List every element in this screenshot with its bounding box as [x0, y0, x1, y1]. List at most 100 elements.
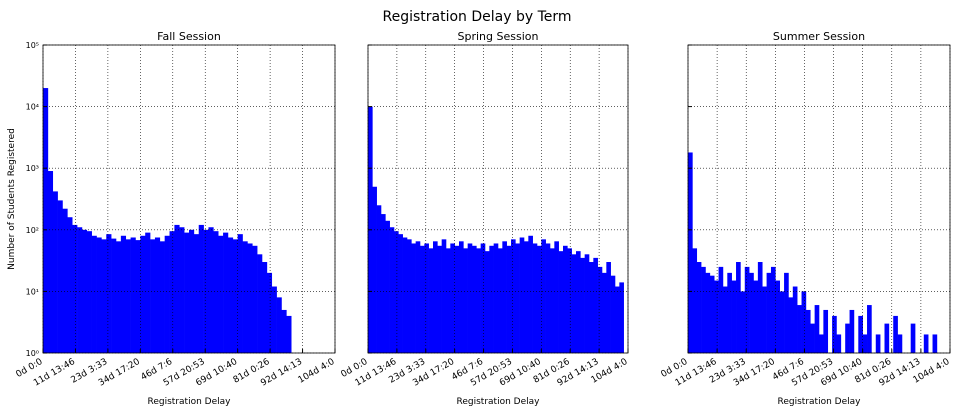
bar	[164, 235, 170, 353]
bar	[276, 297, 282, 353]
bar	[867, 305, 872, 353]
bar	[792, 286, 798, 353]
bar	[775, 280, 780, 353]
bar	[511, 239, 516, 353]
bar	[476, 248, 481, 353]
bar	[567, 248, 572, 353]
bar	[619, 282, 624, 353]
bar	[788, 297, 794, 353]
bar	[184, 232, 190, 353]
bar	[506, 245, 512, 353]
bar	[120, 235, 127, 353]
bar	[376, 205, 382, 353]
bar	[801, 291, 807, 353]
x-axis-label: Registration Delay	[778, 397, 862, 407]
bar	[174, 224, 180, 353]
bar	[718, 266, 724, 353]
bar	[218, 235, 224, 353]
bar	[198, 224, 204, 353]
panel-title: Spring Session	[458, 30, 539, 43]
bar	[766, 272, 772, 353]
bar	[757, 262, 763, 353]
bar	[62, 208, 68, 353]
bar	[441, 239, 447, 353]
bar	[154, 237, 161, 353]
bar	[692, 248, 698, 353]
bar	[52, 191, 58, 353]
bar	[740, 291, 746, 353]
bar	[281, 309, 287, 353]
bar	[884, 323, 890, 353]
bar	[159, 241, 165, 353]
bar	[576, 251, 581, 353]
bar	[762, 286, 767, 353]
bar	[753, 280, 759, 353]
bar	[610, 275, 616, 353]
y-tick-label: 10²	[26, 226, 39, 235]
bar	[433, 241, 438, 353]
bar	[286, 315, 292, 353]
bar	[836, 334, 842, 353]
bar	[932, 334, 938, 353]
bar	[845, 323, 850, 353]
bar	[407, 239, 412, 353]
bar	[736, 262, 741, 353]
bar	[897, 334, 903, 353]
bar	[701, 266, 706, 353]
bar	[398, 234, 403, 353]
bar	[554, 241, 559, 353]
bar	[528, 235, 533, 353]
bar	[688, 152, 693, 353]
bar	[189, 229, 195, 353]
bar	[203, 229, 209, 353]
bar	[237, 234, 243, 353]
bar	[862, 334, 868, 353]
bar	[385, 220, 390, 353]
bar	[463, 248, 468, 353]
bar	[519, 237, 525, 353]
plot-frame	[687, 44, 951, 354]
bar	[125, 239, 131, 353]
y-tick-label: 10¹	[26, 287, 39, 296]
bar	[262, 262, 268, 353]
bar	[580, 257, 585, 353]
bar	[485, 251, 490, 353]
bar	[135, 240, 141, 353]
bar	[584, 254, 590, 353]
bar	[247, 243, 253, 353]
bar	[498, 248, 503, 353]
plot-frame	[42, 44, 336, 354]
bar	[467, 243, 473, 353]
bar	[615, 286, 620, 353]
bar	[593, 257, 598, 353]
bar	[271, 286, 277, 353]
bar	[101, 239, 107, 353]
bar	[91, 235, 97, 353]
bar	[86, 231, 92, 353]
bar	[589, 262, 594, 353]
bar	[372, 186, 377, 353]
bar	[411, 243, 416, 353]
panel-title: Summer Session	[773, 30, 865, 43]
bar	[57, 200, 63, 353]
bar	[213, 231, 219, 353]
bar	[459, 241, 464, 353]
bar	[524, 241, 529, 353]
bar	[502, 241, 507, 353]
bar	[849, 309, 855, 353]
y-axis-label: Number of Students Registered	[7, 128, 17, 270]
x-axis-label: Registration Delay	[148, 397, 232, 407]
bar	[731, 280, 737, 353]
bar	[597, 266, 603, 353]
bar	[437, 245, 442, 353]
bar	[489, 245, 494, 353]
bar	[810, 323, 815, 353]
bar	[402, 237, 408, 353]
bar	[67, 217, 73, 353]
bar	[242, 241, 248, 353]
bar	[43, 88, 49, 353]
bar	[563, 245, 568, 353]
y-tick-label: 10⁵	[26, 41, 39, 50]
bar	[515, 243, 520, 353]
